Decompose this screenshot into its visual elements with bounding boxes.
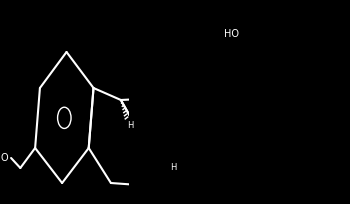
Text: H: H <box>127 121 133 130</box>
Text: H: H <box>170 163 177 172</box>
Text: HO: HO <box>224 29 239 39</box>
Text: O: O <box>1 153 8 163</box>
